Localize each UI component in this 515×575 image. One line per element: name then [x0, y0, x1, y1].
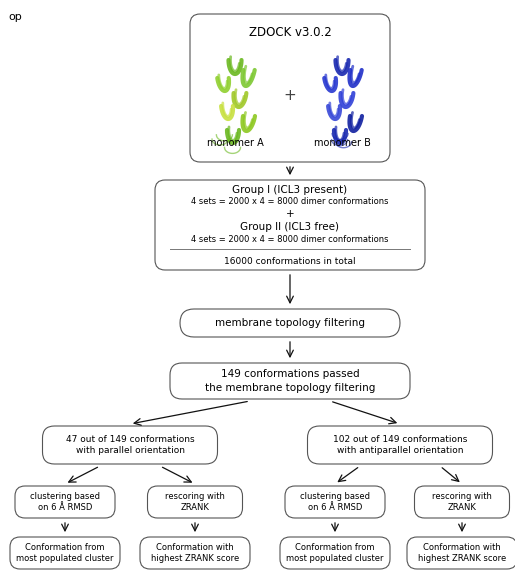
- FancyBboxPatch shape: [10, 537, 120, 569]
- Text: 4 sets = 2000 x 4 = 8000 dimer conformations: 4 sets = 2000 x 4 = 8000 dimer conformat…: [191, 197, 389, 206]
- Text: monomer B: monomer B: [314, 138, 370, 148]
- Text: +: +: [284, 89, 296, 104]
- FancyBboxPatch shape: [170, 363, 410, 399]
- Text: 47 out of 149 conformations
with parallel orientation: 47 out of 149 conformations with paralle…: [66, 435, 194, 455]
- Text: Conformation with
highest ZRANK score: Conformation with highest ZRANK score: [418, 543, 506, 564]
- FancyBboxPatch shape: [15, 486, 115, 518]
- FancyBboxPatch shape: [307, 426, 492, 464]
- FancyBboxPatch shape: [147, 486, 243, 518]
- FancyBboxPatch shape: [190, 14, 390, 162]
- Text: membrane topology filtering: membrane topology filtering: [215, 318, 365, 328]
- Text: 102 out of 149 conformations
with antiparallel orientation: 102 out of 149 conformations with antipa…: [333, 435, 467, 455]
- Text: clustering based
on 6 Å RMSD: clustering based on 6 Å RMSD: [300, 492, 370, 512]
- FancyBboxPatch shape: [140, 537, 250, 569]
- Text: rescoring with
ZRANK: rescoring with ZRANK: [432, 492, 492, 512]
- Text: Conformation with
highest ZRANK score: Conformation with highest ZRANK score: [151, 543, 239, 564]
- Text: 149 conformations passed
the membrane topology filtering: 149 conformations passed the membrane to…: [205, 369, 375, 393]
- Text: 4 sets = 2000 x 4 = 8000 dimer conformations: 4 sets = 2000 x 4 = 8000 dimer conformat…: [191, 235, 389, 243]
- Text: ZDOCK v3.0.2: ZDOCK v3.0.2: [249, 26, 331, 39]
- Text: 16000 conformations in total: 16000 conformations in total: [224, 256, 356, 266]
- Text: Group II (ICL3 free): Group II (ICL3 free): [241, 222, 339, 232]
- FancyBboxPatch shape: [43, 426, 217, 464]
- Text: clustering based
on 6 Å RMSD: clustering based on 6 Å RMSD: [30, 492, 100, 512]
- Text: Group I (ICL3 present): Group I (ICL3 present): [232, 185, 348, 195]
- Text: Conformation from
most populated cluster: Conformation from most populated cluster: [16, 543, 114, 564]
- Text: rescoring with
ZRANK: rescoring with ZRANK: [165, 492, 225, 512]
- FancyBboxPatch shape: [415, 486, 509, 518]
- Text: Conformation from
most populated cluster: Conformation from most populated cluster: [286, 543, 384, 564]
- FancyBboxPatch shape: [407, 537, 515, 569]
- FancyBboxPatch shape: [180, 309, 400, 337]
- Text: +: +: [286, 209, 294, 219]
- FancyBboxPatch shape: [285, 486, 385, 518]
- FancyBboxPatch shape: [155, 180, 425, 270]
- Text: op: op: [8, 12, 22, 22]
- Text: monomer A: monomer A: [207, 138, 263, 148]
- FancyBboxPatch shape: [280, 537, 390, 569]
